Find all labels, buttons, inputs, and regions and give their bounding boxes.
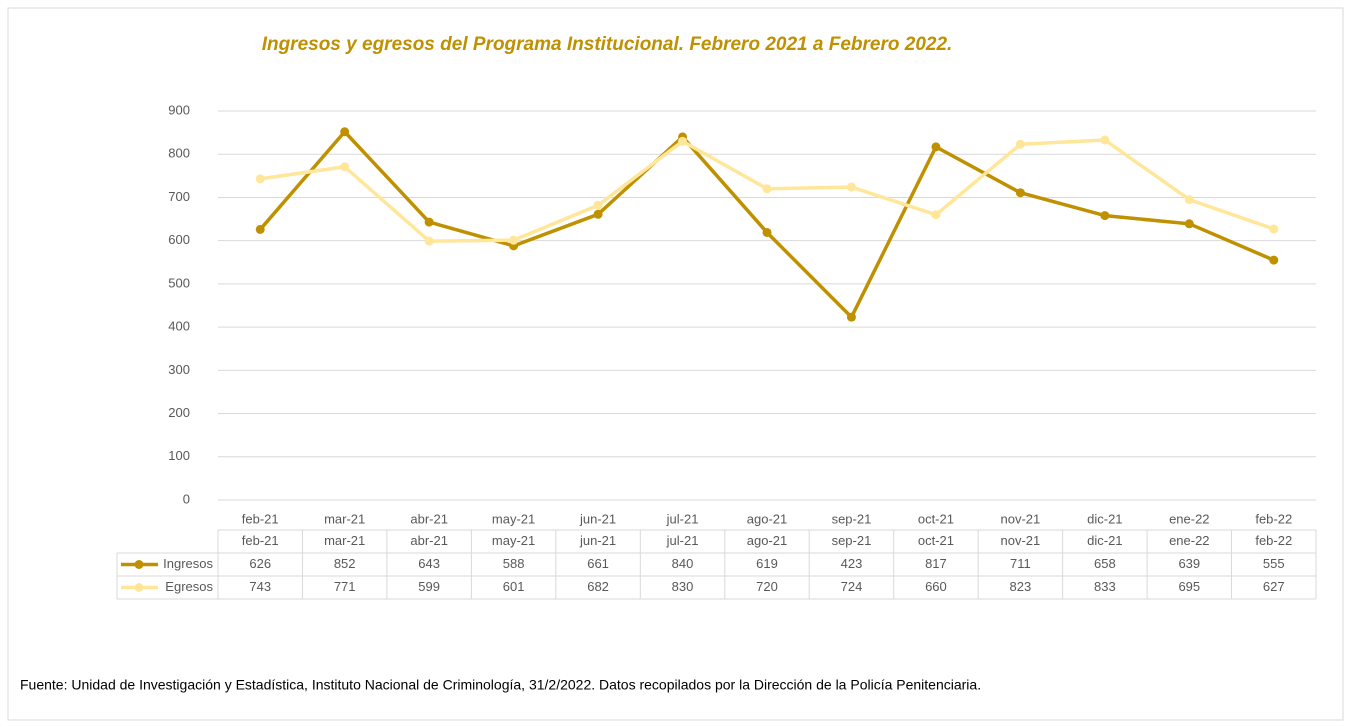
table-value: 601	[503, 579, 525, 594]
y-tick-label: 700	[168, 189, 190, 204]
table-header: dic-21	[1087, 533, 1122, 548]
table-value: 817	[925, 556, 947, 571]
legend-marker	[134, 583, 144, 592]
table-value: 711	[1010, 556, 1031, 571]
table-header: ago-21	[747, 533, 787, 548]
data-point	[593, 200, 603, 210]
data-point	[255, 224, 265, 234]
data-point	[846, 182, 856, 192]
data-point	[762, 227, 772, 237]
legend-marker	[134, 560, 144, 569]
x-tick-label: jun-21	[579, 511, 616, 526]
y-tick-label: 200	[168, 405, 190, 420]
table-value: 852	[334, 556, 356, 571]
table-header: abr-21	[410, 533, 448, 548]
table-header: nov-21	[1001, 533, 1041, 548]
chart-frame	[7, 7, 1344, 721]
data-point	[1269, 224, 1279, 234]
data-point	[1100, 211, 1110, 221]
table-value: 619	[756, 556, 778, 571]
data-point	[1184, 195, 1194, 205]
y-tick-label: 400	[168, 319, 190, 334]
data-point	[931, 142, 941, 152]
table-value: 840	[672, 556, 694, 571]
x-tick-label: abr-21	[410, 511, 448, 526]
table-header: feb-22	[1255, 533, 1292, 548]
table-header: oct-21	[918, 533, 954, 548]
table-value: 627	[1263, 579, 1285, 594]
legend-label: Egresos	[165, 579, 213, 594]
data-point	[593, 209, 603, 219]
table-value: 423	[841, 556, 863, 571]
table-value: 626	[249, 556, 271, 571]
table-header: jun-21	[579, 533, 616, 548]
x-tick-label: feb-21	[242, 511, 279, 526]
y-tick-label: 0	[183, 491, 190, 506]
table-header: jul-21	[666, 533, 699, 548]
y-tick-label: 600	[168, 232, 190, 247]
table-header: may-21	[492, 533, 535, 548]
table-value: 771	[334, 579, 356, 594]
data-point	[762, 184, 772, 194]
x-tick-label: jul-21	[666, 511, 699, 526]
table-value: 724	[841, 579, 863, 594]
table-header: sep-21	[832, 533, 872, 548]
x-tick-label: mar-21	[324, 511, 365, 526]
table-value: 660	[925, 579, 947, 594]
table-value: 639	[1178, 556, 1200, 571]
data-point	[424, 236, 434, 246]
y-tick-label: 500	[168, 275, 190, 290]
table-header: mar-21	[324, 533, 365, 548]
chart-title: Ingresos y egresos del Programa Instituc…	[262, 34, 953, 55]
data-point	[678, 136, 688, 146]
y-tick-label: 100	[168, 448, 190, 463]
data-point	[1015, 188, 1025, 198]
data-point	[340, 162, 350, 172]
legend-label: Ingresos	[163, 556, 213, 571]
x-tick-label: may-21	[492, 511, 535, 526]
y-tick-label: 800	[168, 146, 190, 161]
table-value: 830	[672, 579, 694, 594]
data-point	[1015, 139, 1025, 149]
table-value: 720	[756, 579, 778, 594]
table-header: feb-21	[242, 533, 279, 548]
table-header: ene-22	[1169, 533, 1209, 548]
table-value: 682	[587, 579, 609, 594]
x-tick-label: ago-21	[747, 511, 787, 526]
y-tick-label: 900	[168, 102, 190, 117]
source-note: Fuente: Unidad de Investigación y Estadí…	[20, 677, 981, 693]
data-point	[424, 217, 434, 227]
table-value: 823	[1010, 579, 1032, 594]
table-value: 695	[1178, 579, 1200, 594]
table-value: 588	[503, 556, 525, 571]
data-point	[255, 174, 265, 184]
table-value: 555	[1263, 556, 1285, 571]
data-point	[931, 210, 941, 220]
data-point	[1269, 255, 1279, 265]
table-value: 599	[418, 579, 440, 594]
x-tick-label: ene-22	[1169, 511, 1209, 526]
data-point	[340, 127, 350, 137]
x-tick-label: sep-21	[832, 511, 872, 526]
x-tick-label: dic-21	[1087, 511, 1122, 526]
x-tick-label: nov-21	[1001, 511, 1041, 526]
table-value: 643	[418, 556, 440, 571]
data-point	[1184, 219, 1194, 229]
data-point	[509, 235, 519, 245]
table-value: 833	[1094, 579, 1116, 594]
x-tick-label: oct-21	[918, 511, 954, 526]
data-point	[846, 312, 856, 322]
y-tick-label: 300	[168, 362, 190, 377]
table-value: 658	[1094, 556, 1116, 571]
data-point	[1100, 135, 1110, 145]
table-value: 661	[587, 556, 609, 571]
table-value: 743	[249, 579, 271, 594]
x-tick-label: feb-22	[1255, 511, 1292, 526]
